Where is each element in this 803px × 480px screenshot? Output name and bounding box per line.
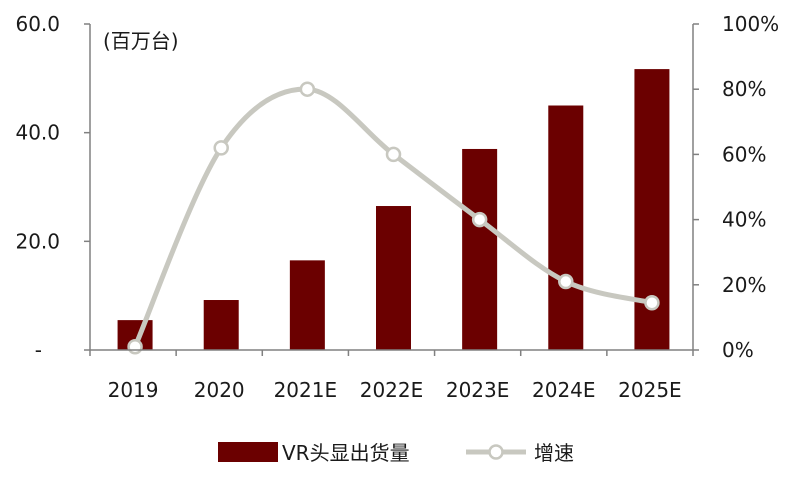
axes: 2019 2020 2021E 2022E 2023E 2024E 2025E - 20.0 40… (15, 12, 779, 402)
x-tick-label: 2025E (618, 378, 682, 402)
legend-label-line: 增速 (534, 441, 574, 465)
growth-point-2022E (385, 146, 402, 163)
right-tick-label: 0% (722, 338, 754, 362)
x-tick-label: 2023E (446, 378, 510, 402)
left-tick-label: 40.0 (15, 121, 60, 145)
legend-marker-line (488, 444, 504, 460)
right-tick-label: 100% (722, 12, 779, 36)
legend-label-bar: VR头显出货量 (282, 441, 410, 465)
left-tick-label: 60.0 (15, 12, 60, 36)
x-tick-label: 2024E (532, 378, 596, 402)
bar-series (117, 69, 670, 350)
bar-2024E (548, 105, 584, 350)
growth-point-2020 (213, 140, 229, 156)
x-tick-label: 2020 (194, 378, 245, 402)
growth-point-2025E (644, 294, 660, 311)
x-tick-label: 2021E (274, 378, 338, 402)
right-tick-label: 20% (722, 273, 766, 297)
right-tick-label: 60% (722, 142, 766, 166)
growth-point-2019 (127, 338, 143, 355)
x-tick-label: 2019 (108, 378, 159, 402)
left-axis-unit-label: (百万台) (103, 29, 179, 53)
left-tick-label: 20.0 (15, 229, 60, 253)
x-tick-label: 2022E (360, 378, 424, 402)
left-tick-label: - (35, 338, 42, 362)
bar-2021E (289, 260, 325, 350)
growth-point-2021E (299, 81, 316, 97)
legend-swatch-bar (218, 442, 278, 462)
line-series (127, 81, 660, 355)
right-tick-label: 80% (722, 77, 766, 101)
growth-point-2023E (471, 211, 488, 228)
growth-point-2024E (558, 273, 574, 290)
bar-2020 (203, 300, 239, 350)
bar-2023E (462, 148, 498, 350)
bar-2022E (376, 206, 411, 350)
legend: VR头显出货量 增速 (218, 441, 574, 465)
right-tick-label: 40% (722, 208, 766, 232)
